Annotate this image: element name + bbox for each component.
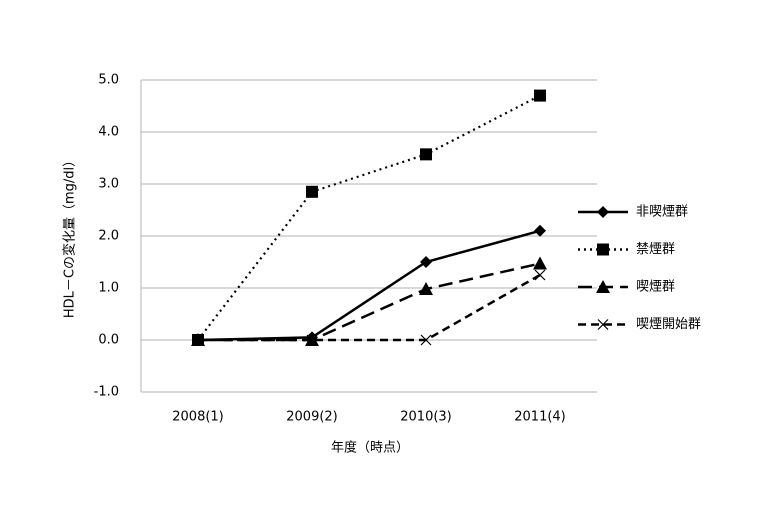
x-tick-label: 2010(3) [400, 410, 452, 425]
marker [419, 282, 433, 296]
marker [533, 256, 547, 270]
y-tick-label: 5.0 [98, 73, 119, 88]
marker [306, 334, 318, 346]
marker-stroke [192, 334, 204, 346]
x-tick-label: 2008(1) [172, 410, 224, 425]
x-axis-label: 年度（時点） [331, 440, 409, 456]
y-axis-label: HDL－Cの変化量（mg/dl） [62, 154, 78, 318]
marker-stroke [306, 334, 318, 346]
marker [534, 89, 546, 102]
marker [420, 148, 432, 161]
legend-label: 非喫煙群 [636, 205, 688, 220]
x-tick-label: 2009(2) [286, 410, 338, 425]
marker-stroke [597, 319, 609, 330]
y-tick-label: 0.0 [98, 333, 119, 348]
marker [597, 206, 609, 218]
marker [192, 334, 204, 346]
legend-label: 禁煙群 [636, 242, 675, 257]
marker-stroke [420, 334, 432, 346]
y-tick-label: -1.0 [94, 385, 119, 400]
x-tick-label: 2011(4) [514, 410, 566, 425]
legend-label: 喫煙開始群 [636, 317, 701, 332]
series-line [198, 262, 541, 342]
series-line [197, 94, 541, 341]
y-tick-label: 1.0 [98, 281, 119, 296]
y-tick-label: 2.0 [98, 229, 119, 244]
marker [420, 256, 432, 268]
marker [534, 224, 546, 237]
marker [534, 269, 546, 281]
marker [597, 319, 609, 330]
y-tick-label: 3.0 [98, 177, 119, 192]
y-tick-label: 4.0 [98, 125, 119, 140]
series-line [197, 229, 541, 342]
marker [596, 280, 610, 293]
marker [420, 334, 432, 346]
marker [597, 243, 609, 256]
legend-label: 喫煙群 [636, 280, 675, 295]
marker [306, 185, 318, 198]
series-line [198, 273, 541, 342]
marker-stroke [534, 269, 546, 281]
